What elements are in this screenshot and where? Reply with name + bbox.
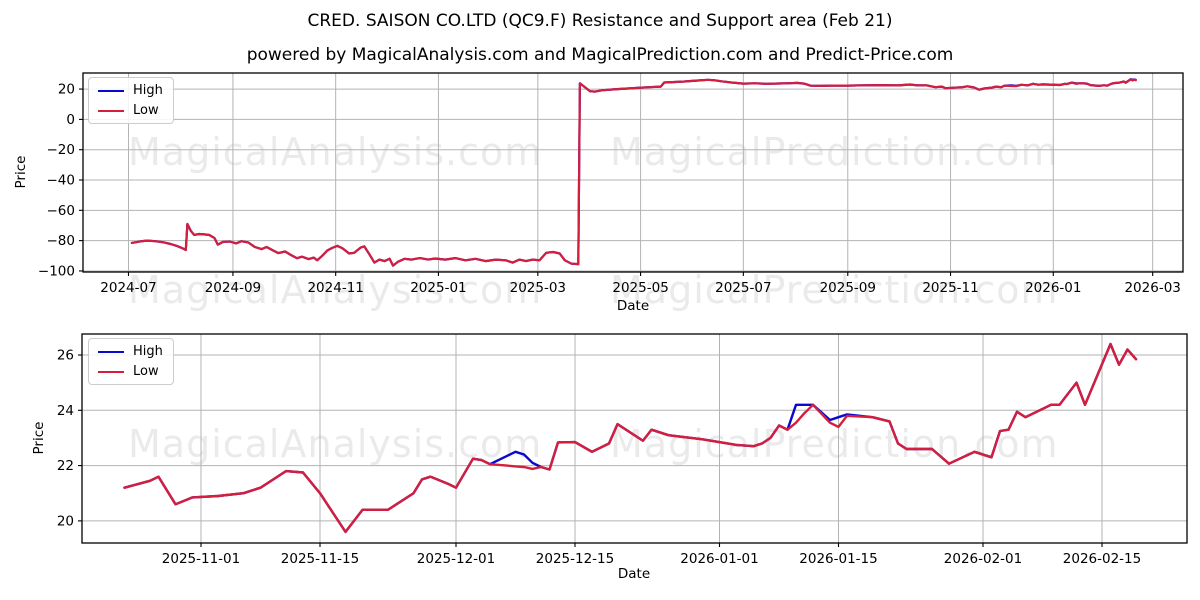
- axes-frame: [82, 72, 1184, 273]
- legend-item-low: Low: [98, 104, 164, 117]
- watermark-analysis: MagicalAnalysis.com: [128, 130, 543, 174]
- high-line-swatch: [98, 89, 124, 92]
- x-axis-label-bottom: Date: [617, 566, 651, 582]
- y-tick-label: −80: [47, 233, 76, 249]
- x-tick-label: 2025-09: [820, 280, 876, 296]
- x-tick-label: 2025-07: [715, 280, 771, 296]
- low-line-swatch: [98, 109, 124, 112]
- y-tick-label: 24: [57, 403, 74, 419]
- x-tick-label: 2025-11-15: [281, 551, 359, 567]
- legend-item-high: High: [98, 345, 164, 358]
- x-tick-label: 2024-11: [307, 280, 363, 296]
- x-axis-label-top: Date: [616, 298, 650, 314]
- x-tick-label: 2025-11-01: [162, 551, 240, 567]
- y-tick-label: 0: [66, 112, 75, 128]
- top-chart: 2024-07 2024-09 2024-11 2025-01 2025-03 2025-…: [38, 72, 1184, 296]
- high-line-swatch: [98, 350, 124, 353]
- page-subtitle: powered by MagicalAnalysis.com and Magic…: [246, 45, 954, 65]
- x-tick-label: 2024-07: [100, 280, 156, 296]
- low-line-swatch: [98, 370, 124, 373]
- high-series-line: [130, 77, 1137, 267]
- y-tick-label: −60: [47, 203, 76, 219]
- y-axis-label-bottom: Price: [31, 421, 47, 455]
- x-tick-label: 2026-02-15: [1063, 551, 1141, 567]
- watermark-prediction: MagicalPrediction.com: [610, 130, 1059, 174]
- y-axis-label-top: Price: [13, 155, 29, 189]
- x-tick-label: 2026-01-01: [680, 551, 758, 567]
- legend-item-high: High: [98, 84, 164, 97]
- legend-item-low: Low: [98, 365, 164, 378]
- x-tick-label: 2025-12-01: [417, 551, 495, 567]
- x-tick-label: 2025-01: [410, 280, 466, 296]
- watermark-prediction: MagicalPrediction.com: [610, 268, 1059, 312]
- low-series-line: [123, 342, 1138, 534]
- x-tick-label: 2025-03: [510, 280, 566, 296]
- y-tick-label: −20: [47, 142, 76, 158]
- watermark-analysis: MagicalAnalysis.com: [128, 268, 543, 312]
- y-tick-label: 22: [57, 458, 74, 474]
- axes-frame: [81, 333, 1188, 544]
- low-series-line: [130, 78, 1137, 267]
- legend-label-high: High: [133, 344, 163, 359]
- x-tick-label: 2026-01: [1025, 280, 1081, 296]
- y-tick-label: 20: [58, 82, 75, 98]
- legend-label-low: Low: [133, 364, 159, 379]
- legend-bottom-chart: High Low: [88, 338, 174, 385]
- x-tick-label: 2025-12-15: [536, 551, 614, 567]
- y-tick-label: 26: [57, 348, 74, 364]
- x-tick-label: 2026-02-01: [944, 551, 1022, 567]
- x-tick-label: 2024-09: [205, 280, 261, 296]
- x-tick-label: 2026-03: [1124, 280, 1180, 296]
- x-tick-label: 2026-01-15: [799, 551, 877, 567]
- y-tick-label: −40: [47, 173, 76, 189]
- legend-top-chart: High Low: [88, 77, 174, 124]
- legend-label-low: Low: [133, 103, 159, 118]
- high-series-line: [123, 342, 1138, 534]
- bottom-chart: 2025-11-01 2025-11-15 2025-12-01 2025-12-15…: [57, 333, 1188, 567]
- x-tick-label: 2025-11: [922, 280, 978, 296]
- x-tick-label: 2025-05: [612, 280, 668, 296]
- page-title: CRED. SAISON CO.LTD (QC9.F) Resistance a…: [307, 11, 893, 31]
- legend-label-high: High: [133, 83, 163, 98]
- y-tick-label: −100: [38, 263, 75, 279]
- y-tick-label: 20: [57, 513, 74, 529]
